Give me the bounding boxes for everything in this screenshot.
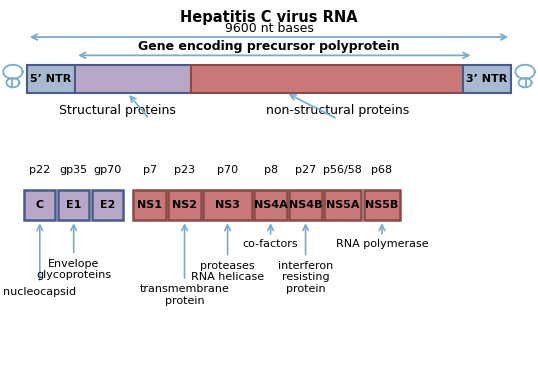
FancyBboxPatch shape [75,65,191,93]
Text: RNA polymerase: RNA polymerase [336,239,428,249]
FancyBboxPatch shape [364,190,400,220]
Text: interferon
resisting
protein: interferon resisting protein [278,261,333,294]
Text: Hepatitis C virus RNA: Hepatitis C virus RNA [180,10,358,25]
Text: proteases
RNA helicase: proteases RNA helicase [191,261,264,282]
Text: NS4A: NS4A [254,200,287,210]
FancyBboxPatch shape [463,65,511,93]
Text: p8: p8 [264,165,278,175]
Text: Gene encoding precursor polyprotein: Gene encoding precursor polyprotein [138,41,400,53]
Text: p7: p7 [143,165,157,175]
Text: gp70: gp70 [94,165,122,175]
FancyBboxPatch shape [324,190,361,220]
Text: 9600 nt bases: 9600 nt bases [224,22,314,35]
Text: nucleocapsid: nucleocapsid [3,287,76,297]
Text: p68: p68 [371,165,393,175]
Text: p56/58: p56/58 [323,165,362,175]
FancyBboxPatch shape [27,65,75,93]
FancyBboxPatch shape [133,190,166,220]
Text: 3’ NTR: 3’ NTR [466,74,507,84]
Text: NS1: NS1 [137,200,162,210]
Text: Envelope
glycoproteins: Envelope glycoproteins [36,259,111,280]
FancyBboxPatch shape [168,190,201,220]
Text: Structural proteins: Structural proteins [59,104,175,117]
FancyBboxPatch shape [191,65,463,93]
FancyBboxPatch shape [92,190,123,220]
Text: E1: E1 [66,200,81,210]
Text: C: C [36,200,44,210]
Text: p27: p27 [295,165,316,175]
Text: non-structural proteins: non-structural proteins [266,104,409,117]
Text: NS4B: NS4B [289,200,322,210]
Text: transmembrane
protein: transmembrane protein [139,284,230,305]
FancyBboxPatch shape [24,190,55,220]
Text: p22: p22 [29,165,51,175]
Text: NS5B: NS5B [365,200,399,210]
Text: NS2: NS2 [172,200,197,210]
Text: co-factors: co-factors [243,239,299,249]
Text: E2: E2 [100,200,115,210]
Text: 5’ NTR: 5’ NTR [31,74,72,84]
Text: p70: p70 [217,165,238,175]
FancyBboxPatch shape [203,190,252,220]
Text: p23: p23 [174,165,195,175]
Text: NS5A: NS5A [326,200,359,210]
FancyBboxPatch shape [289,190,322,220]
Text: gp35: gp35 [60,165,88,175]
FancyBboxPatch shape [58,190,89,220]
Text: NS3: NS3 [215,200,240,210]
FancyBboxPatch shape [254,190,287,220]
